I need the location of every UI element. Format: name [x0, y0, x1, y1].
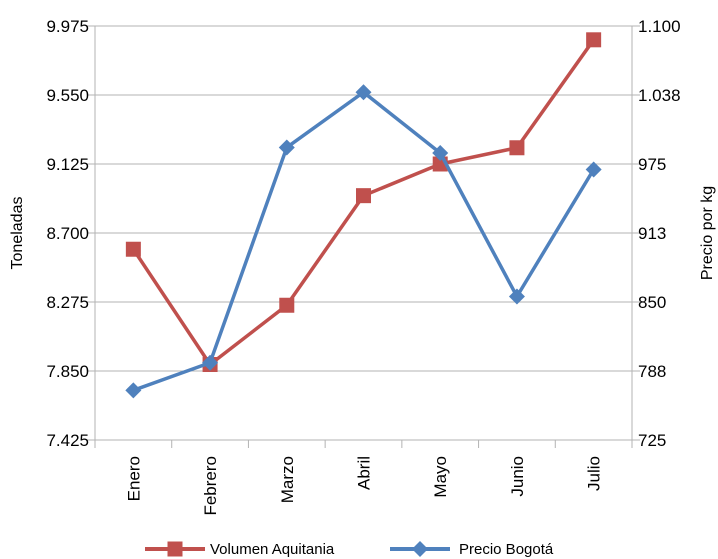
y2-tick-label: 1.100	[638, 17, 681, 36]
x-tick-label: Julio	[585, 456, 604, 491]
data-point	[125, 382, 142, 399]
y2-tick-label: 788	[638, 362, 666, 381]
x-tick-label: Enero	[124, 456, 143, 501]
legend-marker	[412, 541, 428, 557]
data-point	[356, 188, 371, 204]
x-tick-label: Mayo	[431, 456, 450, 498]
y2-tick-label: 975	[638, 155, 666, 174]
data-point	[509, 140, 525, 156]
data-point	[202, 354, 219, 371]
legend: Volumen Aquitania Precio Bogotá	[145, 541, 554, 558]
y-axis-title: Toneladas	[9, 197, 26, 270]
data-point	[279, 297, 295, 313]
legend-label: Precio Bogotá	[459, 541, 554, 558]
x-tick-label: Marzo	[278, 456, 297, 503]
y-tick-label: 9.125	[46, 155, 89, 174]
x-tick-label: Febrero	[201, 456, 220, 516]
y-tick-label: 8.700	[46, 224, 89, 243]
data-point	[278, 139, 295, 156]
tick-labels: 7.425 725 7.850 788 8.275 850 8.700 913 9.125 975…	[46, 17, 680, 516]
y2-tick-label: 850	[638, 293, 666, 312]
y-tick-label: 9.975	[46, 17, 89, 36]
legend-marker	[167, 541, 183, 557]
data-point	[355, 84, 372, 101]
series	[125, 32, 602, 399]
axes	[87, 25, 640, 448]
data-point	[586, 32, 602, 48]
y2-tick-label: 1.038	[638, 86, 681, 105]
x-tick-label: Abril	[355, 456, 374, 490]
data-point	[432, 144, 449, 161]
y2-axis-title: Precio por kg	[699, 186, 716, 280]
y-tick-label: 9.550	[46, 86, 89, 105]
legend-label: Volumen Aquitania	[210, 541, 335, 558]
y-tick-label: 7.425	[46, 431, 89, 450]
data-point	[585, 161, 602, 178]
y2-tick-label: 725	[638, 431, 666, 450]
y-tick-label: 7.850	[46, 362, 89, 381]
data-point	[125, 241, 141, 257]
y-tick-label: 8.275	[46, 293, 89, 312]
data-point	[508, 288, 525, 305]
y2-tick-label: 913	[638, 224, 666, 243]
x-tick-label: Junio	[508, 456, 527, 497]
